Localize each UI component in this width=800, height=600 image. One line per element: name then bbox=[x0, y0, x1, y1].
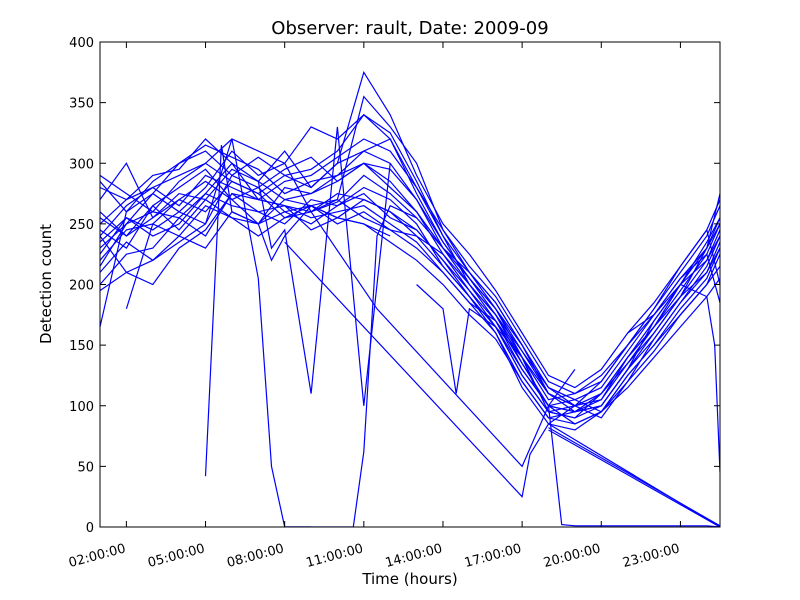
series-line-10 bbox=[100, 114, 720, 401]
series-line-19 bbox=[125, 198, 549, 394]
series-line-27 bbox=[548, 429, 720, 527]
series-line-21 bbox=[204, 145, 391, 477]
series-line-30 bbox=[547, 405, 720, 527]
series-line-29 bbox=[548, 427, 720, 527]
series-line-13 bbox=[100, 162, 720, 413]
series-layer bbox=[100, 70, 720, 527]
y-tick-label: 100 bbox=[69, 400, 94, 415]
series-line-23 bbox=[257, 126, 391, 406]
series-line-11 bbox=[100, 198, 720, 425]
y-axis: 0 50 100 150 200 250 300 350 400 bbox=[69, 36, 720, 536]
series-line-18 bbox=[100, 192, 720, 413]
y-tick-label: 350 bbox=[69, 97, 94, 112]
chart-title: Observer: rault, Date: 2009-09 bbox=[271, 18, 548, 39]
series-line-31 bbox=[627, 283, 720, 473]
y-tick-label: 200 bbox=[69, 279, 94, 294]
x-axis-label: Time (hours) bbox=[361, 570, 457, 588]
y-tick-label: 0 bbox=[86, 521, 94, 536]
y-tick-label: 400 bbox=[69, 36, 94, 51]
series-line-12 bbox=[100, 138, 720, 395]
series-line-24 bbox=[310, 211, 576, 468]
y-tick-label: 150 bbox=[69, 339, 94, 354]
y-tick-label: 50 bbox=[77, 460, 94, 475]
series-line-26 bbox=[416, 284, 536, 394]
series-line-17 bbox=[100, 156, 720, 407]
series-line-20 bbox=[100, 138, 312, 527]
series-line-22 bbox=[284, 204, 417, 527]
y-axis-label: Detection count bbox=[37, 224, 55, 344]
y-tick-label: 300 bbox=[69, 157, 94, 172]
y-tick-label: 250 bbox=[69, 218, 94, 233]
series-line-25 bbox=[284, 241, 576, 498]
series-line-16 bbox=[100, 192, 720, 431]
